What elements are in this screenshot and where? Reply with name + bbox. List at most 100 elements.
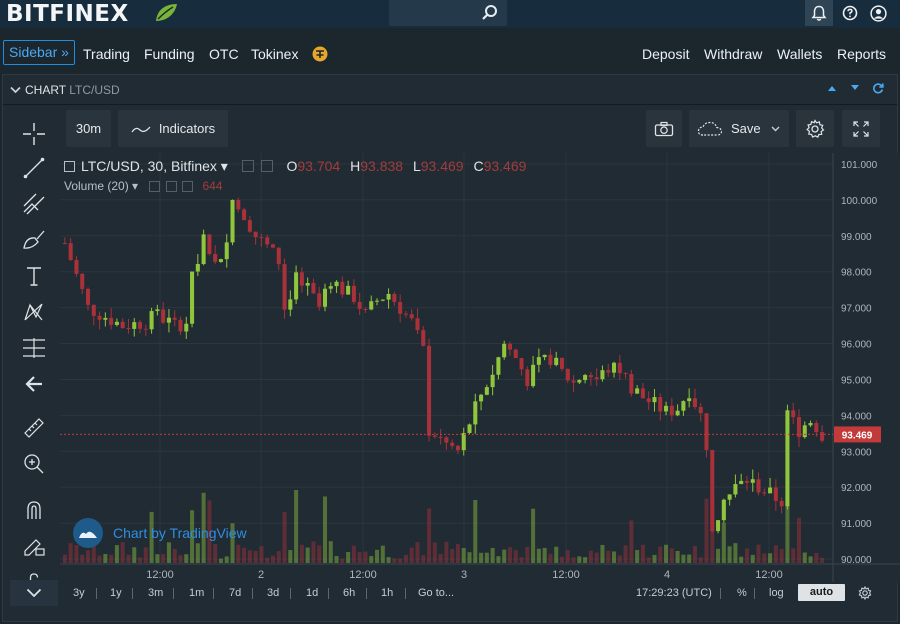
close-label: C (473, 158, 484, 174)
nav-trading[interactable]: Trading (83, 46, 130, 62)
search-input[interactable] (389, 0, 507, 26)
tf-3m[interactable]: 3m (148, 587, 164, 599)
candle-body (548, 354, 553, 365)
refresh-icon[interactable] (872, 82, 884, 94)
legend-eye-icon[interactable] (241, 160, 254, 172)
candle-body (744, 480, 749, 483)
legend-settings-icon[interactable] (260, 160, 273, 172)
brand-logo[interactable]: BITFINEX (6, 1, 129, 27)
notifications-button[interactable] (805, 0, 833, 26)
volume-dropdown-icon[interactable]: ▾ (128, 179, 139, 193)
y-tick-label: 101.000 (841, 160, 878, 171)
candle-body (664, 405, 669, 412)
trend-line-tool[interactable] (20, 154, 48, 182)
auto-scale-toggle[interactable]: auto (798, 584, 845, 601)
fullscreen-button[interactable] (842, 110, 880, 147)
nav-deposit[interactable]: Deposit (642, 46, 690, 62)
tf-7d[interactable]: 7d (229, 587, 242, 599)
nav-otc[interactable]: OTC (209, 46, 239, 62)
sidebar-toggle-button[interactable]: Sidebar » (3, 40, 75, 65)
expand-down-icon[interactable] (851, 85, 859, 91)
zoom-tool[interactable] (20, 450, 48, 478)
gear-icon[interactable] (858, 586, 872, 600)
symbol-dropdown-icon[interactable]: ▾ (216, 158, 228, 174)
indicators-button[interactable]: Indicators (118, 110, 228, 147)
tf-1d[interactable]: 1d (306, 587, 319, 599)
measure-lines-tool[interactable] (20, 334, 48, 362)
text-tool[interactable] (20, 262, 48, 290)
tokinex-icon[interactable] (311, 45, 329, 63)
tradingview-watermark[interactable]: Chart by TradingView (73, 518, 247, 548)
volume-bar (791, 548, 796, 563)
price-chart[interactable]: 93.469 101.000 100.000 99.000 98.000 97.000 96… (60, 153, 900, 583)
candle-body (201, 234, 206, 264)
tf-3d[interactable]: 3d (267, 587, 280, 599)
chart-background (60, 153, 900, 583)
candle-body (577, 380, 582, 383)
user-icon (869, 4, 887, 22)
divider (405, 588, 406, 599)
back-tool[interactable] (20, 370, 48, 398)
nav-tokinex[interactable]: Tokinex (251, 46, 299, 62)
volume-bar (658, 546, 663, 563)
volume-bar (554, 546, 559, 563)
volume-bar (230, 523, 235, 563)
nav-withdraw[interactable]: Withdraw (704, 46, 763, 62)
ruler-tool[interactable] (20, 414, 48, 442)
panel-title-label: CHART (25, 83, 66, 97)
volume-bar (432, 542, 437, 563)
candle-body (259, 237, 264, 239)
interval-button[interactable]: 30m (66, 110, 111, 147)
nav-reports[interactable]: Reports (837, 46, 887, 62)
pattern-tool[interactable] (20, 298, 48, 326)
collapse-up-icon[interactable] (828, 85, 836, 91)
volume-bar (484, 552, 489, 563)
tf-3y[interactable]: 3y (73, 587, 85, 599)
tf-1y[interactable]: 1y (110, 587, 122, 599)
volume-bar (334, 555, 339, 563)
nav-funding[interactable]: Funding (144, 46, 195, 62)
volume-bar (328, 541, 333, 563)
save-button[interactable]: Save (689, 110, 789, 147)
percent-toggle[interactable]: % (737, 587, 747, 599)
save-dropdown-icon[interactable] (771, 126, 780, 132)
legend-symbol[interactable]: LTC/USD, 30, Bitfinex (81, 158, 217, 174)
tf-1h[interactable]: 1h (381, 587, 394, 599)
goto-button[interactable]: Go to... (418, 587, 455, 599)
account-button[interactable] (864, 0, 892, 26)
snapshot-button[interactable] (646, 110, 682, 147)
volume-bar (773, 545, 778, 563)
lock-drawing-tool[interactable] (20, 532, 48, 560)
volume-bar (513, 550, 518, 563)
candle-body (473, 401, 478, 425)
candle-body (502, 343, 507, 358)
more-tools-button[interactable] (10, 580, 58, 606)
volume-bar (357, 551, 362, 563)
volume-bar (623, 545, 628, 563)
camera-icon (654, 121, 674, 136)
volume-eye-icon[interactable] (149, 181, 161, 192)
pitchfork-tool[interactable] (20, 190, 48, 218)
log-toggle[interactable]: log (769, 587, 784, 599)
utc-clock[interactable]: 17:29:23 (UTC) (636, 587, 712, 599)
volume-bar (785, 496, 790, 563)
crosshair-tool[interactable] (20, 120, 48, 148)
nav-wallets[interactable]: Wallets (777, 46, 823, 62)
legend-collapse-icon[interactable] (64, 161, 75, 172)
y-tick-label: 95.000 (841, 375, 872, 386)
volume-settings-icon[interactable] (165, 181, 177, 192)
volume-bar (698, 557, 703, 563)
magnet-tool[interactable] (20, 496, 48, 524)
candle-body (178, 319, 183, 332)
candle-body (415, 318, 420, 331)
tf-1m[interactable]: 1m (189, 587, 205, 599)
brush-tool[interactable] (20, 226, 48, 254)
volume-close-icon[interactable] (182, 181, 194, 192)
help-button[interactable] (836, 0, 864, 26)
tf-6h[interactable]: 6h (343, 587, 356, 599)
volume-label[interactable]: Volume (20) (64, 179, 129, 193)
settings-button[interactable] (796, 110, 834, 147)
indicators-label: Indicators (158, 121, 216, 136)
chevron-down-icon[interactable] (10, 86, 21, 94)
candle-body (213, 253, 218, 262)
